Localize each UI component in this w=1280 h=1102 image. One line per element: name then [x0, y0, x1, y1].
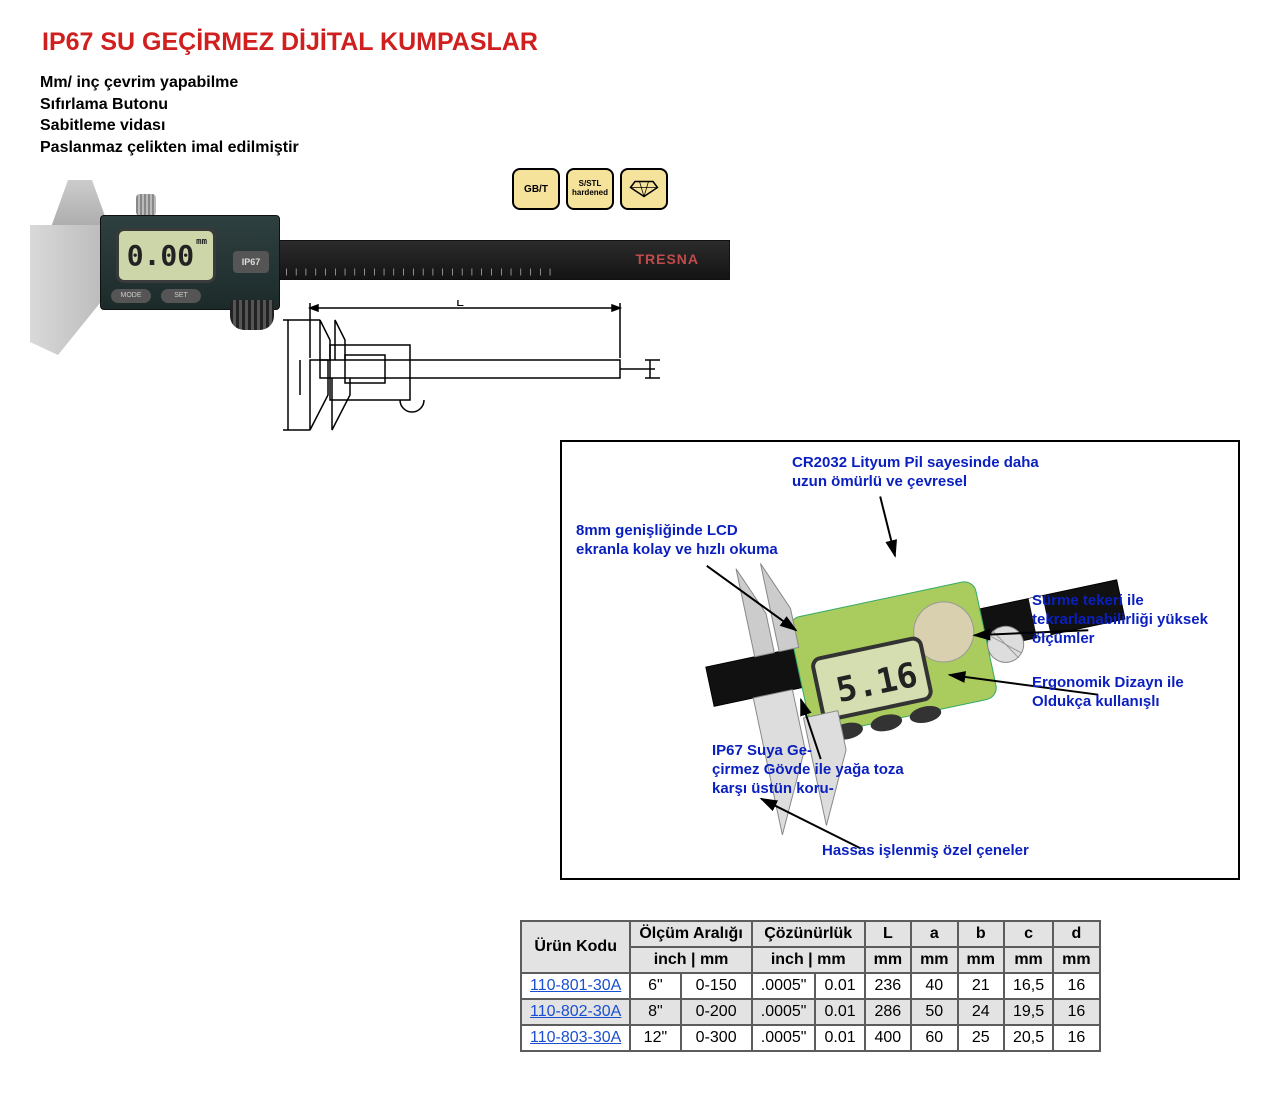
cell-a: 50 [911, 999, 957, 1025]
table-row: 110-802-30A8"0-200.0005"0.01286502419,51… [521, 999, 1100, 1025]
th-range: Ölçüm Aralığı [630, 921, 751, 947]
cell-d: 16 [1053, 973, 1099, 999]
cell-res-mm: 0.01 [815, 999, 864, 1025]
th-c-unit: mm [1004, 947, 1053, 973]
cell-L: 286 [865, 999, 911, 1025]
page-title: IP67 SU GEÇİRMEZ DİJİTAL KUMPASLAR [42, 28, 538, 57]
annotation-battery: CR2032 Lityum Pil sayesinde daha uzun öm… [792, 454, 1052, 492]
th-code: Ürün Kodu [521, 921, 630, 973]
th-d-unit: mm [1053, 947, 1099, 973]
lock-screw [136, 194, 156, 216]
th-L: L [865, 921, 911, 947]
cell-res-inch: .0005" [752, 1025, 816, 1051]
cell-code[interactable]: 110-801-30A [521, 973, 630, 999]
lcd-unit: mm [196, 237, 207, 247]
mode-button-label: MODE [111, 289, 151, 303]
lcd-reading: 0.00 [127, 239, 194, 272]
cell-mm: 0-300 [681, 1025, 752, 1051]
annotation-wheel: Sürme tekeri ile tekrarlanabilirliği yük… [1032, 592, 1232, 648]
cell-c: 19,5 [1004, 999, 1053, 1025]
cell-res-mm: 0.01 [815, 1025, 864, 1051]
annotation-ip67: IP67 Suya Ge- çirmez Gövde ile yağa toza… [712, 742, 932, 798]
cell-mm: 0-150 [681, 973, 752, 999]
th-L-unit: mm [865, 947, 911, 973]
cell-mm: 0-200 [681, 999, 752, 1025]
caliper-beam: | | | | | | | | | | | | | | | | | | | | … [260, 240, 730, 280]
caliper-body: 0.00 mm MODE SET IP67 [100, 215, 280, 310]
technical-diagram: L [250, 300, 670, 460]
brand-label: TRESNA [635, 251, 699, 267]
feature-item: Paslanmaz çelikten imal edilmiştir [40, 137, 299, 159]
ip67-badge: IP67 [233, 251, 269, 273]
callout-box: 5.16 [560, 440, 1240, 880]
dim-label-L: L [456, 300, 464, 309]
th-a: a [911, 921, 957, 947]
feature-list: Mm/ inç çevrim yapabilme Sıfırlama Buton… [40, 72, 299, 158]
th-res: Çözünürlük [752, 921, 865, 947]
cell-d: 16 [1053, 1025, 1099, 1051]
cell-inch: 6" [630, 973, 680, 999]
th-d: d [1053, 921, 1099, 947]
feature-item: Mm/ inç çevrim yapabilme [40, 72, 299, 94]
spec-table-body: 110-801-30A6"0-150.0005"0.01236402116,51… [521, 973, 1100, 1051]
th-a-unit: mm [911, 947, 957, 973]
annotation-jaws: Hassas işlenmiş özel çeneler [822, 842, 1122, 861]
lcd-display: 0.00 mm [116, 228, 216, 283]
feature-item: Sabitleme vidası [40, 115, 299, 137]
th-b-unit: mm [958, 947, 1004, 973]
cell-b: 24 [958, 999, 1004, 1025]
th-res-unit: inch | mm [752, 947, 865, 973]
th-c: c [1004, 921, 1053, 947]
cell-code[interactable]: 110-803-30A [521, 1025, 630, 1051]
caliper-lower-jaw [30, 225, 100, 355]
th-range-unit: inch | mm [630, 947, 751, 973]
feature-item: Sıfırlama Butonu [40, 94, 299, 116]
cell-code[interactable]: 110-802-30A [521, 999, 630, 1025]
beam-scale: | | | | | | | | | | | | | | | | | | | | … [266, 269, 554, 276]
cell-res-mm: 0.01 [815, 973, 864, 999]
table-row: 110-803-30A12"0-300.0005"0.01400602520,5… [521, 1025, 1100, 1051]
annotation-lcd: 8mm genişliğinde LCD ekranla kolay ve hı… [576, 522, 786, 560]
cell-b: 21 [958, 973, 1004, 999]
annotation-ergo: Ergonomik Dizayn ile Oldukça kullanışlı [1032, 674, 1232, 712]
cell-L: 400 [865, 1025, 911, 1051]
cell-c: 16,5 [1004, 973, 1053, 999]
cell-d: 16 [1053, 999, 1099, 1025]
cell-c: 20,5 [1004, 1025, 1053, 1051]
cell-b: 25 [958, 1025, 1004, 1051]
cell-inch: 8" [630, 999, 680, 1025]
cell-a: 40 [911, 973, 957, 999]
cell-a: 60 [911, 1025, 957, 1051]
cell-res-inch: .0005" [752, 973, 816, 999]
cell-inch: 12" [630, 1025, 680, 1051]
cell-res-inch: .0005" [752, 999, 816, 1025]
cell-L: 236 [865, 973, 911, 999]
table-row: 110-801-30A6"0-150.0005"0.01236402116,51… [521, 973, 1100, 999]
spec-table: Ürün Kodu Ölçüm Aralığı Çözünürlük L a b… [520, 920, 1101, 1052]
set-button-label: SET [161, 289, 201, 303]
th-b: b [958, 921, 1004, 947]
